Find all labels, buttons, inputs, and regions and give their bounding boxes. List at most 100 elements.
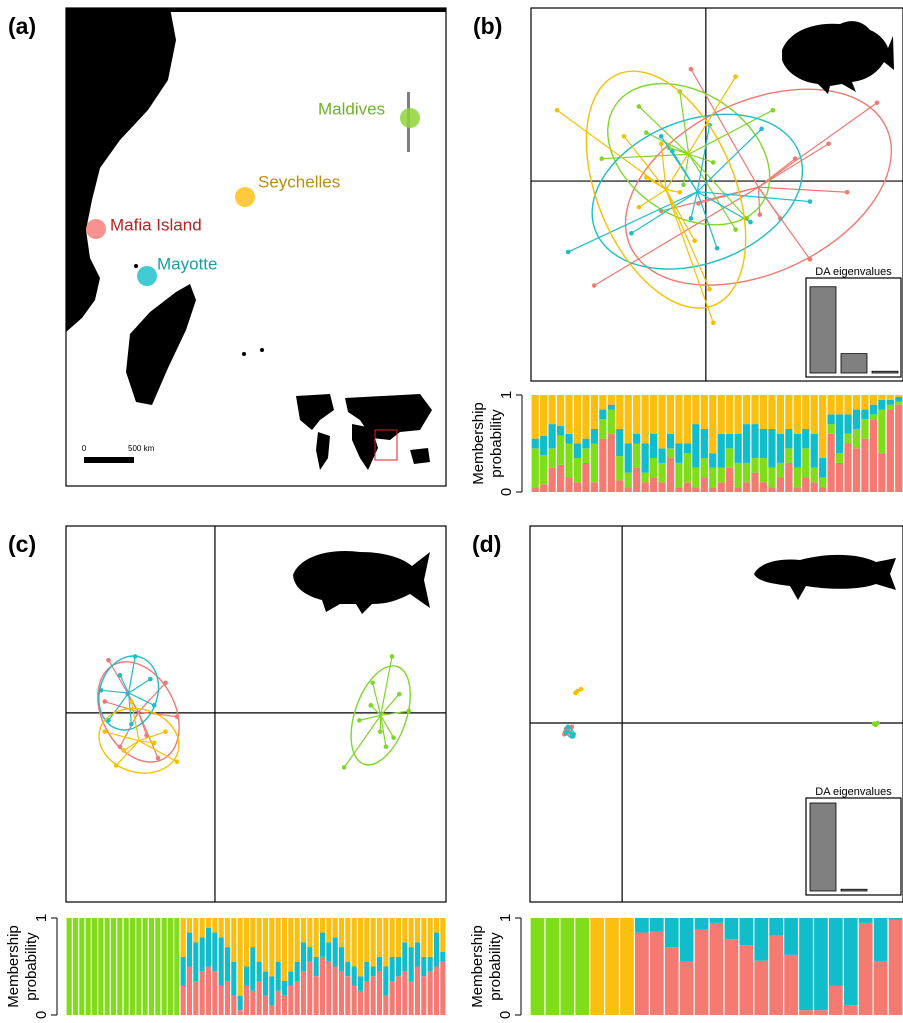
membership-segment bbox=[819, 477, 826, 487]
membership-segment bbox=[339, 947, 344, 971]
membership-segment bbox=[695, 930, 709, 1015]
membership-segment bbox=[257, 981, 262, 1015]
membership-segment bbox=[231, 962, 236, 996]
membership-segment bbox=[212, 918, 217, 933]
membership-segment bbox=[667, 434, 674, 449]
panel-label: (c) bbox=[8, 531, 36, 557]
membership-segment bbox=[802, 477, 809, 492]
point bbox=[566, 250, 571, 255]
membership-segment bbox=[616, 429, 623, 456]
membership-segment bbox=[250, 991, 255, 1015]
membership-segment bbox=[680, 962, 694, 1015]
membership-segment bbox=[794, 395, 801, 434]
membership-segment bbox=[162, 918, 167, 1015]
point bbox=[678, 190, 683, 195]
inset-title: DA eigenvalues bbox=[815, 266, 892, 278]
membership-segment bbox=[187, 918, 192, 933]
membership-segment bbox=[811, 468, 818, 483]
y-tick-label: 0 bbox=[33, 1011, 50, 1019]
membership-segment bbox=[870, 419, 877, 492]
membership-segment bbox=[794, 487, 801, 492]
membership-segment bbox=[282, 918, 287, 981]
membership-segment bbox=[642, 473, 649, 483]
membership-segment bbox=[143, 918, 148, 1015]
membership-segment bbox=[878, 453, 885, 492]
point bbox=[793, 156, 798, 161]
membership-segment bbox=[282, 996, 287, 1015]
membership-segment bbox=[633, 395, 640, 434]
membership-segment bbox=[574, 395, 581, 444]
membership-segment bbox=[73, 918, 78, 1015]
membership-segment bbox=[250, 947, 255, 991]
membership-segment bbox=[785, 395, 792, 429]
membership-segment bbox=[675, 444, 682, 463]
membership-segment bbox=[870, 414, 877, 419]
membership-segment bbox=[870, 405, 877, 415]
point bbox=[555, 108, 560, 113]
membership-segment bbox=[735, 487, 742, 492]
membership-segment bbox=[231, 918, 236, 962]
membership-segment bbox=[794, 434, 801, 468]
membership-segment bbox=[650, 918, 664, 932]
point bbox=[845, 190, 850, 195]
membership-segment bbox=[768, 487, 775, 492]
point bbox=[575, 689, 580, 694]
membership-segment bbox=[616, 480, 623, 492]
point bbox=[397, 692, 402, 697]
map-land bbox=[66, 8, 446, 405]
point bbox=[357, 718, 362, 723]
membership-segment bbox=[870, 395, 877, 405]
membership-segment bbox=[726, 395, 733, 434]
membership-segment bbox=[531, 918, 545, 1015]
membership-segment bbox=[777, 395, 784, 434]
membership-segment bbox=[187, 967, 192, 1016]
scale-bar bbox=[84, 457, 134, 463]
membership-segment bbox=[574, 458, 581, 482]
membership-segment bbox=[878, 395, 885, 400]
membership-segment bbox=[540, 455, 547, 484]
membership-segment bbox=[320, 957, 325, 1015]
membership-segment bbox=[295, 918, 300, 962]
membership-segment bbox=[276, 991, 281, 1015]
membership-segment bbox=[130, 918, 135, 1015]
point bbox=[711, 160, 716, 165]
membership-segment bbox=[751, 424, 758, 458]
membership-segment bbox=[212, 933, 217, 972]
point bbox=[163, 729, 168, 734]
membership-segment bbox=[307, 947, 312, 962]
membership-segment bbox=[616, 456, 623, 480]
membership-segment bbox=[396, 976, 401, 1015]
membership-segment bbox=[635, 918, 649, 933]
membership-segment bbox=[769, 935, 783, 1015]
membership-segment bbox=[295, 981, 300, 1015]
point bbox=[391, 735, 396, 740]
membership-segment bbox=[718, 468, 725, 483]
membership-segment bbox=[785, 448, 792, 463]
point bbox=[569, 734, 574, 739]
point bbox=[175, 714, 180, 719]
membership-segment bbox=[710, 923, 724, 1015]
membership-segment bbox=[895, 395, 902, 397]
membership-segment bbox=[269, 1005, 274, 1015]
membership-segment bbox=[193, 981, 198, 1015]
membership-segment bbox=[371, 918, 376, 967]
membership-segment bbox=[105, 918, 110, 1015]
membership-segment bbox=[244, 986, 249, 1015]
membership-segment bbox=[421, 976, 426, 1015]
membership-segment bbox=[124, 918, 129, 1015]
membership-segment bbox=[777, 477, 784, 492]
membership-segment bbox=[751, 395, 758, 424]
membership-segment bbox=[263, 996, 268, 1015]
membership-segment bbox=[811, 434, 818, 468]
point bbox=[99, 688, 104, 693]
membership-segment bbox=[415, 967, 420, 1016]
y-axis-label: probability bbox=[487, 932, 504, 1001]
point bbox=[390, 654, 395, 659]
membership-segment bbox=[326, 942, 331, 961]
membership-segment bbox=[665, 947, 679, 1015]
membership-segment bbox=[895, 397, 902, 402]
membership-segment bbox=[591, 444, 598, 483]
point bbox=[711, 321, 716, 326]
membership-segment bbox=[565, 477, 572, 492]
y-axis-label: Membership bbox=[5, 925, 22, 1008]
